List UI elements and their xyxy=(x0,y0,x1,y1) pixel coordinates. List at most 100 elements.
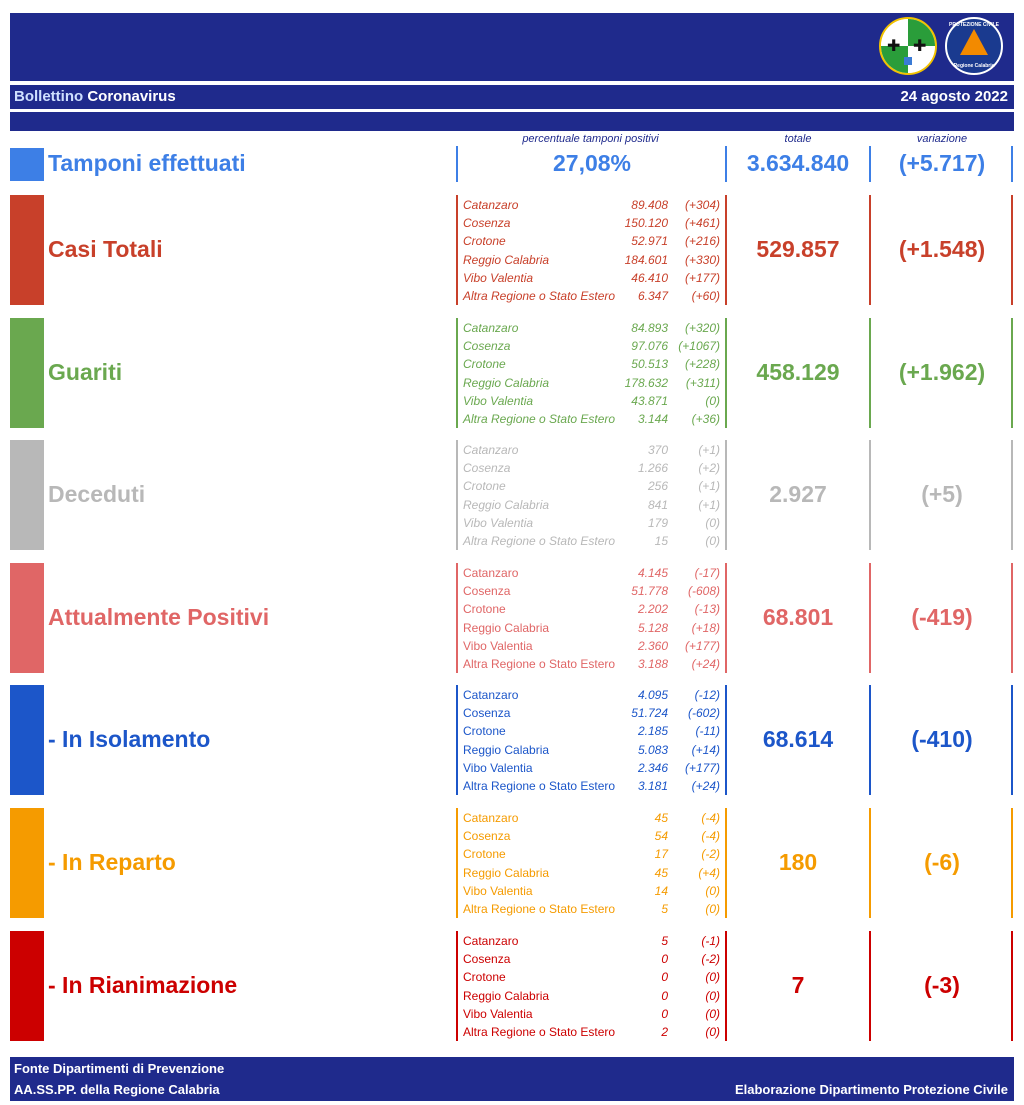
province-value: 179 xyxy=(647,515,668,530)
province-name: Crotone xyxy=(463,357,506,372)
province-row: Catanzaro 45 (-4) xyxy=(463,811,728,829)
column-divider xyxy=(456,440,458,550)
column-divider xyxy=(725,685,727,795)
province-name: Vibo Valentia xyxy=(463,1006,533,1021)
column-divider xyxy=(456,318,458,428)
province-delta: (-2) xyxy=(701,847,720,862)
column-divider xyxy=(869,808,871,918)
column-divider xyxy=(456,808,458,918)
province-value: 97.076 xyxy=(631,339,668,354)
province-value: 4.145 xyxy=(637,566,668,580)
province-value: 5.083 xyxy=(637,742,668,757)
province-value: 370 xyxy=(647,443,668,457)
province-delta: (+228) xyxy=(684,357,720,372)
province-row: Cosenza 51.778 (-608) xyxy=(463,584,728,602)
column-divider xyxy=(869,563,871,673)
province-row: Crotone 52.971 (+216) xyxy=(463,234,728,252)
province-name: Crotone xyxy=(463,847,506,862)
province-value: 46.410 xyxy=(631,270,668,285)
province-delta: (-13) xyxy=(694,602,720,617)
province-delta: (+177) xyxy=(684,270,720,285)
footer-source-line2: AA.SS.PP. della Regione Calabria xyxy=(14,1082,220,1097)
province-name: Crotone xyxy=(463,724,506,739)
province-name: Reggio Calabria xyxy=(463,252,550,267)
province-value: 1.266 xyxy=(637,461,668,476)
province-name: Crotone xyxy=(463,602,506,617)
province-value: 3.144 xyxy=(637,412,668,426)
province-value: 4.095 xyxy=(637,688,668,702)
province-value: 0 xyxy=(661,952,668,967)
section-total: 2.927 xyxy=(769,481,827,507)
province-value: 0 xyxy=(661,1006,668,1021)
province-value: 0 xyxy=(661,970,668,985)
section-guariti: Guariti Catanzaro 84.893 (+320) Cosenza 97.07… xyxy=(0,318,1024,428)
column-divider xyxy=(1011,440,1013,550)
province-value: 52.971 xyxy=(631,234,668,249)
province-name: Altra Regione o Stato Estero xyxy=(463,657,616,671)
province-name: Reggio Calabria xyxy=(463,742,550,757)
province-row: Catanzaro 4.145 (-17) xyxy=(463,566,728,584)
section-color-bar xyxy=(10,808,44,918)
section-color-bar xyxy=(10,195,44,305)
province-name: Vibo Valentia xyxy=(463,883,533,898)
province-delta: (+177) xyxy=(684,638,720,653)
province-name: Altra Regione o Stato Estero xyxy=(463,1025,616,1039)
province-row: Altra Regione o Stato Estero 3.188 (+24) xyxy=(463,657,728,675)
province-row: Cosenza 54 (-4) xyxy=(463,829,728,847)
province-value: 2.202 xyxy=(637,602,668,617)
province-name: Altra Regione o Stato Estero xyxy=(463,412,616,426)
column-divider xyxy=(456,685,458,795)
column-divider xyxy=(1011,808,1013,918)
bulletin-title: Bollettino Coronavirus xyxy=(14,88,176,105)
province-row: Vibo Valentia 2.360 (+177) xyxy=(463,639,728,657)
province-delta: (0) xyxy=(705,902,720,916)
province-row: Cosenza 51.724 (-602) xyxy=(463,706,728,724)
province-value: 256 xyxy=(647,479,668,494)
column-divider xyxy=(1011,685,1013,795)
province-row: Crotone 256 (+1) xyxy=(463,479,728,497)
province-delta: (+60) xyxy=(691,289,720,303)
province-row: Catanzaro 4.095 (-12) xyxy=(463,688,728,706)
section-label: - In Rianimazione xyxy=(48,972,238,998)
section-total: 7 xyxy=(791,972,805,998)
column-divider xyxy=(869,318,871,428)
column-divider xyxy=(1011,195,1013,305)
province-row: Crotone 17 (-2) xyxy=(463,847,728,865)
province-value: 841 xyxy=(647,497,668,512)
column-divider xyxy=(725,440,727,550)
protezione-civile-logo: PROTEZIONE CIVILE Regione Calabria xyxy=(945,17,1003,75)
province-delta: (+36) xyxy=(691,412,720,426)
section-label: - In Isolamento xyxy=(48,726,211,752)
province-delta: (+24) xyxy=(691,779,720,793)
province-delta: (+1067) xyxy=(678,339,720,354)
province-value: 184.601 xyxy=(624,252,668,267)
province-name: Cosenza xyxy=(463,216,511,231)
province-delta: (0) xyxy=(705,534,720,548)
province-name: Reggio Calabria xyxy=(463,497,550,512)
province-row: Catanzaro 89.408 (+304) xyxy=(463,198,728,216)
logo-text-bottom: Regione Calabria xyxy=(953,63,995,69)
province-delta: (+14) xyxy=(691,742,720,757)
province-delta: (-12) xyxy=(694,688,720,702)
province-row: Reggio Calabria 5.128 (+18) xyxy=(463,621,728,639)
province-value: 2.346 xyxy=(637,760,668,775)
province-value: 50.513 xyxy=(631,357,668,372)
province-delta: (+1) xyxy=(698,497,720,512)
tamponi-total: 3.634.840 xyxy=(746,150,850,176)
province-value: 178.632 xyxy=(624,375,668,390)
province-value: 89.408 xyxy=(631,198,668,212)
province-name: Crotone xyxy=(463,479,506,494)
column-divider xyxy=(725,808,727,918)
section-label: Attualmente Positivi xyxy=(48,604,270,630)
province-row: Crotone 2.185 (-11) xyxy=(463,724,728,742)
province-row: Cosenza 97.076 (+1067) xyxy=(463,339,728,357)
logo-text-top: PROTEZIONE CIVILE xyxy=(948,22,999,28)
section-total: 180 xyxy=(778,849,818,875)
province-row: Cosenza 150.120 (+461) xyxy=(463,216,728,234)
province-row: Altra Regione o Stato Estero 3.181 (+24) xyxy=(463,779,728,797)
footer-credit: Elaborazione Dipartimento Protezione Civ… xyxy=(734,1082,1008,1097)
province-row: Vibo Valentia 179 (0) xyxy=(463,516,728,534)
province-value: 0 xyxy=(661,988,668,1003)
section-rianimazione: - In Rianimazione Catanzaro 5 (-1) Cosenza 0 (… xyxy=(0,931,1024,1041)
section-variation: (-410) xyxy=(911,726,973,752)
